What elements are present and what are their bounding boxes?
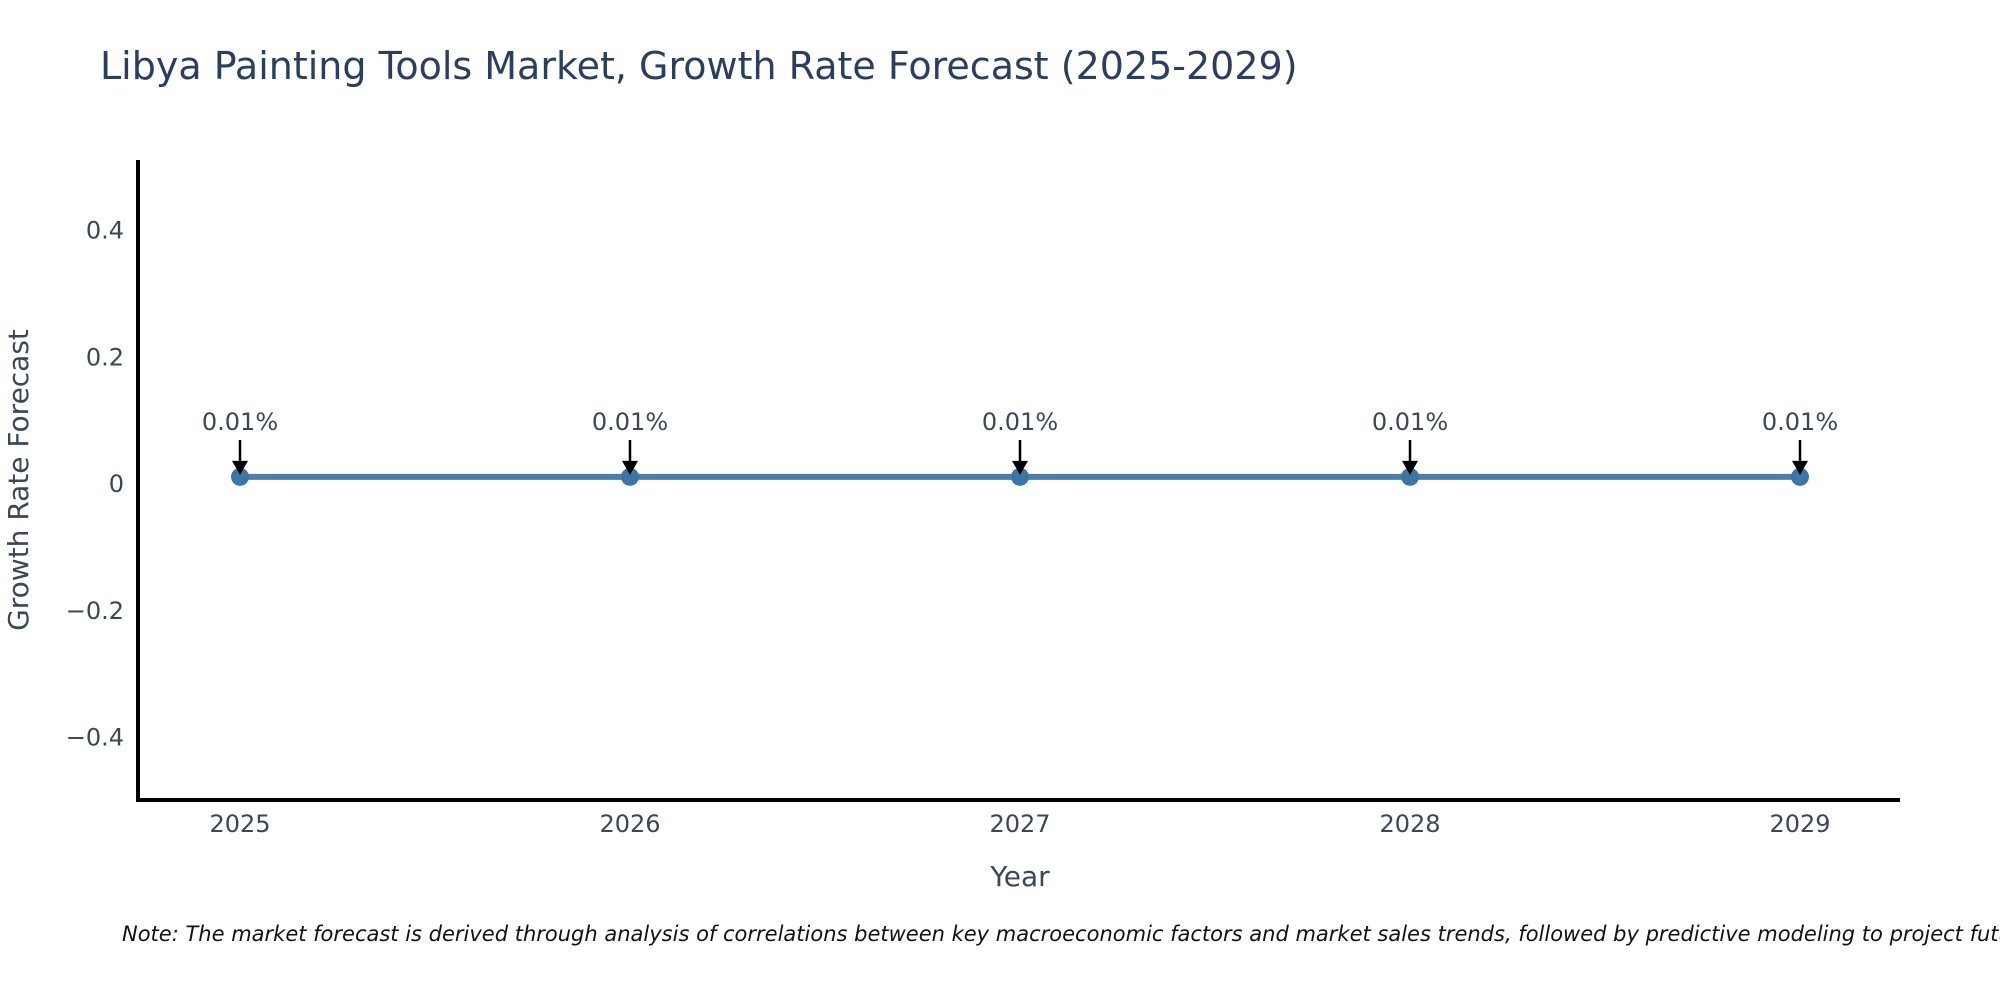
- y-tick-label: 0.4: [86, 217, 124, 245]
- data-point-marker: [1401, 467, 1419, 486]
- x-tick-label: 2029: [1769, 810, 1830, 838]
- annotation-arrowhead-icon: [1402, 460, 1418, 475]
- y-tick-label: −0.2: [66, 597, 124, 625]
- annotation-arrowhead-icon: [1792, 460, 1808, 475]
- x-tick-label: 2027: [989, 810, 1050, 838]
- x-axis-title: Year: [989, 860, 1050, 893]
- point-annotation-label: 0.01%: [982, 408, 1058, 436]
- x-tick-label: 2025: [209, 810, 270, 838]
- annotation-arrowhead-icon: [1012, 460, 1028, 475]
- footnote: Note: The market forecast is derived thr…: [122, 922, 2000, 946]
- annotation-arrowhead-icon: [622, 460, 638, 475]
- chart-title: Libya Painting Tools Market, Growth Rate…: [100, 44, 1298, 88]
- point-annotation-label: 0.01%: [592, 408, 668, 436]
- x-tick-label: 2028: [1379, 810, 1440, 838]
- point-annotation-label: 0.01%: [1762, 408, 1838, 436]
- y-axis-title: Growth Rate Forecast: [2, 329, 35, 631]
- y-tick-label: −0.4: [66, 724, 124, 752]
- data-point-marker: [1791, 467, 1809, 486]
- point-annotation-label: 0.01%: [202, 408, 278, 436]
- point-annotation-label: 0.01%: [1372, 408, 1448, 436]
- annotation-arrowhead-icon: [232, 460, 248, 475]
- data-point-marker: [1011, 467, 1029, 486]
- data-point-marker: [231, 467, 249, 486]
- x-tick-label: 2026: [599, 810, 660, 838]
- y-tick-label: 0: [109, 470, 124, 498]
- data-point-marker: [621, 467, 639, 486]
- y-tick-label: 0.2: [86, 343, 124, 371]
